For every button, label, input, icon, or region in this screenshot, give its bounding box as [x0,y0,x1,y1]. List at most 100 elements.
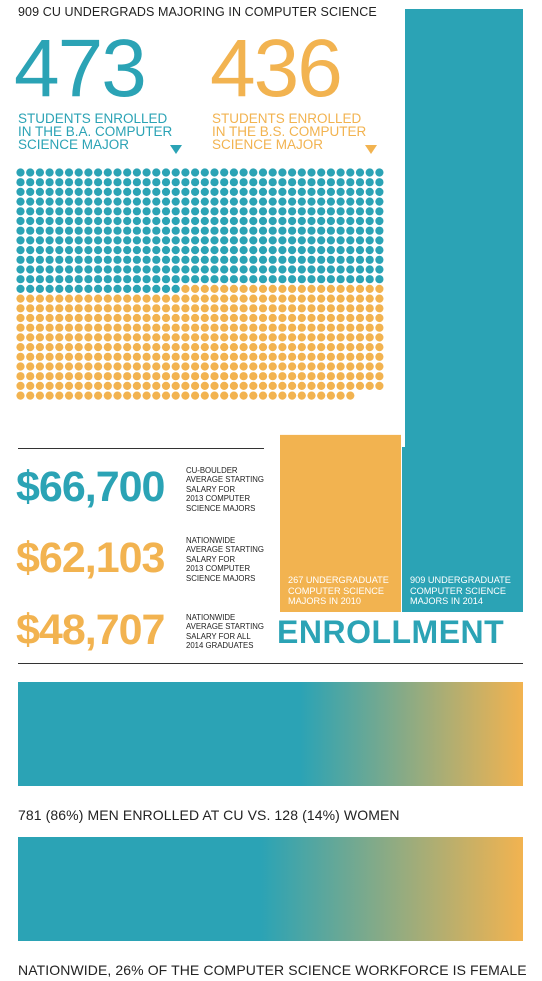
waffle-dot-bs [132,352,141,361]
waffle-dot-ba [191,236,200,245]
waffle-dot-ba [268,216,277,226]
waffle-dot-bs [239,294,248,303]
waffle-dot-bs [103,352,112,361]
waffle-dot-bs [152,343,161,352]
waffle-dot-bs [103,362,112,371]
waffle-dot-bs [191,372,200,381]
waffle-dot-bs [346,333,355,342]
waffle-dot-ba [317,265,326,274]
waffle-dot-ba [152,168,161,177]
waffle-dot-bs [171,362,180,371]
waffle-dot-bs [200,333,209,342]
waffle-dot-ba [16,236,25,245]
waffle-dot-ba [268,187,277,196]
waffle-dot-ba [278,236,287,245]
waffle-dot-ba [132,216,141,226]
waffle-dot-bs [26,343,35,352]
waffle-dot-ba [317,178,326,187]
waffle-dot-bs [326,372,335,381]
waffle-dot-ba [113,236,122,245]
waffle-dot-bs [239,304,248,313]
waffle-dot-ba [64,284,74,293]
waffle-dot-bs [268,313,277,323]
waffle-dot-bs [152,372,161,381]
waffle-dot-ba [55,168,64,177]
waffle-dot-ba [355,246,365,255]
waffle-dot-bs [346,313,355,323]
waffle-dot-ba [307,275,316,284]
waffle-dot-bs [113,372,122,381]
waffle-dot-bs [94,343,103,352]
waffle-dot-bs [171,304,180,313]
waffle-dot-ba [64,178,74,187]
waffle-dot-bs [161,381,171,390]
waffle-dot-ba [210,236,219,245]
waffle-dot-ba [16,197,25,206]
waffle-dot-bs [181,304,190,313]
waffle-dot-bs [375,352,384,361]
waffle-dot-ba [74,246,83,255]
waffle-dot-ba [346,265,355,274]
waffle-dot-bs [181,294,190,303]
waffle-dot-bs [249,343,258,352]
waffle-dot-ba [278,178,287,187]
waffle-dot-bs [123,343,132,352]
waffle-dot-bs [191,381,200,390]
waffle-dot-bs [16,294,25,303]
waffle-dot-bs [297,304,306,313]
waffle-dot-bs [278,304,287,313]
waffle-dot-ba [278,168,287,177]
waffle-dot-ba [375,255,384,264]
waffle-dot-ba [171,255,180,264]
waffle-dot-ba [288,226,297,235]
waffle-dot-bs [64,343,74,352]
waffle-dot-bs [113,343,122,352]
waffle-dot-bs [220,343,229,352]
waffle-dot-ba [74,178,83,187]
waffle-dot-ba [365,275,374,284]
waffle-dot-ba [181,197,190,206]
waffle-dot-ba [74,197,83,206]
waffle-dot-ba [161,275,171,284]
waffle-dot-ba [152,216,161,226]
waffle-dot-ba [64,168,74,177]
waffle-dot-ba [249,207,258,216]
waffle-dot-bs [171,343,180,352]
waffle-dot-ba [336,226,345,235]
waffle-dot-bs [142,362,151,371]
waffle-dot-bs [336,333,345,342]
waffle-dot-bs [161,391,171,400]
waffle-dot-ba [152,284,161,293]
waffle-dot-bs [200,352,209,361]
waffle-dot-ba [288,168,297,177]
waffle-dot-ba [346,226,355,235]
waffle-dot-bs [35,323,44,332]
waffle-dot-bs [191,362,200,371]
waffle-dot-ba [239,216,248,226]
waffle-dot-bs [123,372,132,381]
waffle-dot-bs [142,294,151,303]
waffle-dot-ba [239,226,248,235]
waffle-dot-ba [326,216,335,226]
waffle-dot-ba [161,236,171,245]
waffle-dot-bs [258,333,268,342]
waffle-dot-ba [103,168,112,177]
waffle-dot-bs [288,304,297,313]
waffle-dot-bs [84,304,93,313]
waffle-dot-bs [200,381,209,390]
waffle-dot-bs [220,304,229,313]
waffle-dot-ba [200,168,209,177]
waffle-dot-bs [220,284,229,293]
waffle-dot-bs [307,313,316,323]
waffle-dot-ba [132,207,141,216]
waffle-dot-ba [94,168,103,177]
waffle-dot-ba [113,265,122,274]
waffle-dot-ba [181,246,190,255]
waffle-dot-ba [161,207,171,216]
waffle-dot-ba [161,178,171,187]
waffle-dot-ba [113,255,122,264]
waffle-dot-bs [123,333,132,342]
waffle-dot-ba [317,236,326,245]
waffle-dot-ba [123,187,132,196]
bs-down-triangle-icon [365,145,377,154]
